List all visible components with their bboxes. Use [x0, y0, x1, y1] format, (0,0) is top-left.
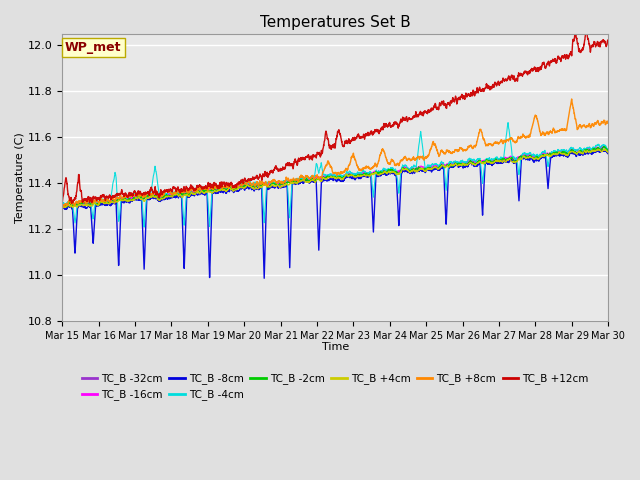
Y-axis label: Temperature (C): Temperature (C): [15, 132, 25, 223]
X-axis label: Time: Time: [321, 342, 349, 352]
Legend: TC_B -32cm, TC_B -16cm, TC_B -8cm, TC_B -4cm, TC_B -2cm, TC_B +4cm, TC_B +8cm, T: TC_B -32cm, TC_B -16cm, TC_B -8cm, TC_B …: [77, 369, 593, 405]
Title: Temperatures Set B: Temperatures Set B: [260, 15, 410, 30]
Text: WP_met: WP_met: [65, 41, 122, 54]
